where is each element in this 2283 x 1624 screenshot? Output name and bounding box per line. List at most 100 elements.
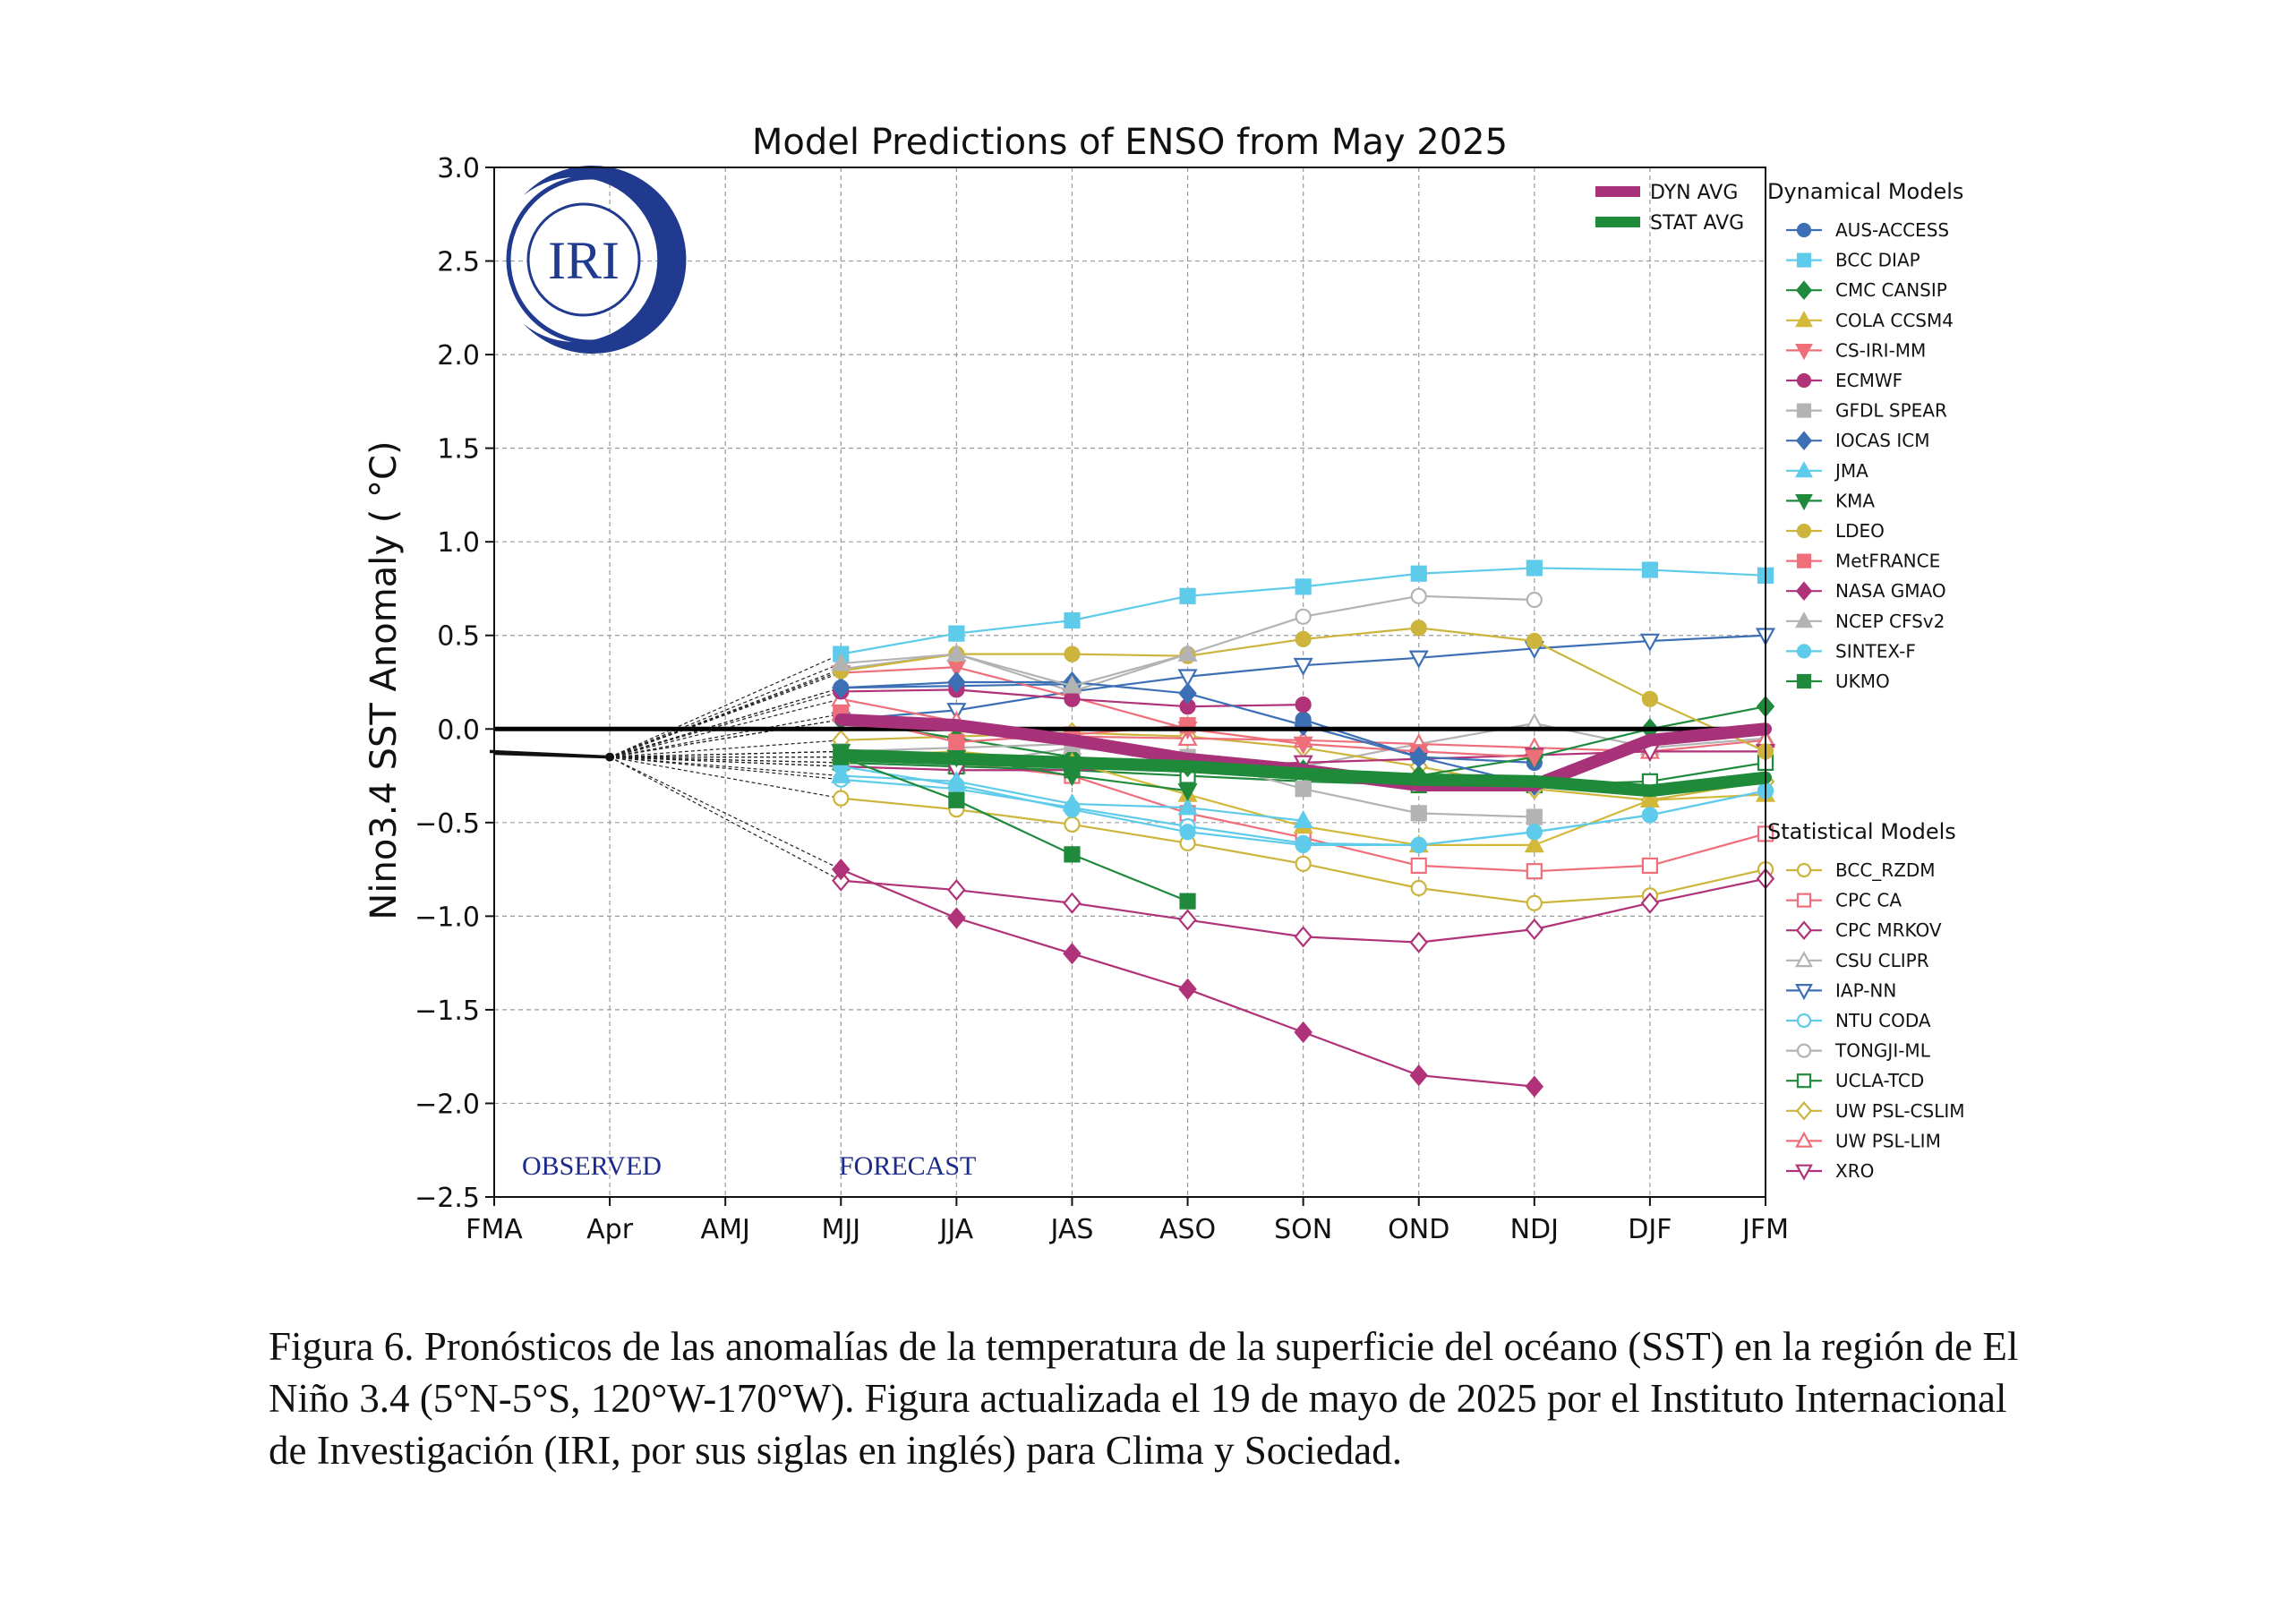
legend-marker-uw-psl-lim [1795, 1131, 1813, 1148]
observed-label: OBSERVED [522, 1151, 662, 1181]
point-cpc-mrkov [1640, 892, 1660, 914]
legend-label-ecmwf: ECMWF [1835, 370, 1902, 391]
x-tick-label: JJA [938, 1214, 974, 1245]
point-gfdl-spear [1295, 781, 1312, 798]
annotations: OBSERVED FORECAST [522, 1151, 976, 1181]
point-gfdl-spear [1526, 808, 1543, 825]
x-tick-label: ASO [1159, 1214, 1216, 1245]
point-ncep-cfsv2 [1177, 643, 1198, 662]
legend-marker-nasa-gmao [1795, 581, 1813, 602]
legend-marker-uw-psl-cslim [1795, 1100, 1813, 1121]
point-nasa-gmao [1063, 943, 1082, 965]
y-tick-label: 0.0 [437, 714, 480, 746]
legend-marker-ecmwf [1796, 372, 1812, 389]
legend-label-uw-psl-cslim: UW PSL-CSLIM [1835, 1100, 1965, 1122]
legend-label-dyn-avg: DYN AVG [1650, 182, 1738, 204]
connector-jma [610, 756, 842, 777]
series-layer [489, 560, 1776, 1098]
legend-label-nasa-gmao: NASA GMAO [1835, 580, 1946, 602]
point-jma [831, 765, 851, 783]
point-iap-nn [1639, 633, 1660, 652]
legend-marker-iap-nn [1795, 983, 1813, 1001]
legend-label-cpc-ca: CPC CA [1835, 890, 1902, 911]
point-ncep-cfsv2 [946, 643, 967, 662]
point-ncep-cfsv2 [1062, 675, 1082, 694]
point-iocas-icm [832, 677, 851, 699]
legend-label-aus-access: AUS-ACCESS [1835, 219, 1949, 241]
point-tongji-ml [1526, 591, 1543, 609]
point-cpc-mrkov [1294, 926, 1313, 948]
y-tick-label: −1.5 [415, 996, 480, 1027]
connector-nasa-gmao [609, 756, 842, 870]
point-sintex-f [1526, 824, 1543, 841]
point-jma [1177, 797, 1198, 816]
legend-label-uw-psl-lim: UW PSL-LIM [1835, 1130, 1941, 1151]
point-kma [1062, 768, 1082, 787]
point-ldeo [1295, 630, 1312, 648]
legend-marker-csu-clipr [1795, 951, 1813, 968]
connector-metfrance [609, 713, 842, 758]
point-kma [1177, 782, 1198, 802]
legend-label-cola-ccsm4: COLA CCSM4 [1835, 310, 1954, 331]
point-sintex-f [1295, 836, 1312, 854]
series-iocas-icm [832, 671, 1544, 797]
point-cola-ccsm4 [1639, 789, 1660, 808]
logo-text: IRI [548, 231, 620, 290]
point-bcc-rzdm [1295, 855, 1312, 872]
legend: DYN AVG STAT AVG Dynamical Models AUS-ACCES… [1595, 179, 1965, 1182]
point-cola-ccsm4 [1524, 834, 1544, 853]
legend-label-ncep-cfsv2: NCEP CFSv2 [1835, 611, 1945, 632]
series-cpc-mrkov [832, 868, 1775, 953]
point-bcc-diap [1295, 578, 1312, 595]
legend-marker-bcc-diap [1796, 252, 1812, 268]
legend-label-jma: JMA [1834, 460, 1868, 482]
y-tick-label: 3.0 [437, 153, 480, 184]
y-tick-label: −1.0 [415, 902, 480, 933]
point-iap-nn [1293, 657, 1313, 677]
point-iap-nn [1408, 650, 1429, 669]
point-sintex-f [1641, 807, 1659, 824]
legend-label-cs-iri-mm: CS-IRI-MM [1835, 339, 1926, 361]
legend-marker-ukmo [1796, 673, 1812, 689]
line-ncep-cfsv2 [840, 653, 1189, 688]
legend-marker-tongji-ml [1796, 1043, 1812, 1058]
connector-ntu-coda [610, 756, 842, 781]
series-stat-avg [834, 748, 1772, 798]
legend-label-metfrance: MetFRANCE [1835, 551, 1940, 572]
point-cpc-ca [1641, 857, 1659, 875]
y-tick-label: 0.5 [437, 621, 480, 653]
point-sintex-f [1064, 801, 1081, 818]
point-bcc-diap [1179, 587, 1196, 604]
point-cpc-mrkov [1409, 931, 1428, 953]
legend-label-gfdl-spear: GFDL SPEAR [1835, 400, 1947, 422]
legend-label-tongji-ml: TONGJI-ML [1834, 1040, 1931, 1062]
y-axis-label: Nino3.4 SST Anomaly ( °C) [363, 440, 405, 919]
series-ldeo [833, 620, 1774, 760]
point-iocas-icm [1178, 682, 1197, 705]
point-ldeo [1526, 632, 1543, 650]
point-tongji-ml [1410, 587, 1427, 604]
point-sintex-f [1410, 836, 1427, 854]
legend-marker-metfrance [1796, 553, 1812, 568]
x-tick-label: MJJ [821, 1214, 860, 1245]
point-bcc-diap [1526, 560, 1543, 577]
legend-marker-sintex-f [1796, 644, 1812, 659]
point-ukmo [948, 791, 965, 808]
observed-point [605, 752, 615, 762]
x-tick-label: OND [1388, 1214, 1449, 1245]
connector-bcc-rzdm [609, 756, 842, 799]
legend-label-iocas-icm: IOCAS ICM [1835, 430, 1929, 451]
forecast-label: FORECAST [839, 1151, 976, 1181]
point-jma [1293, 809, 1313, 829]
legend-label-sintex-f: SINTEX-F [1835, 640, 1916, 662]
x-tick-label: FMA [466, 1214, 523, 1245]
point-ecmwf [1064, 690, 1081, 707]
y-tick-label: 2.0 [437, 340, 480, 372]
point-ldeo [1641, 690, 1659, 707]
line-ukmo [840, 756, 1189, 902]
point-cpc-ca [1526, 863, 1543, 880]
point-ldeo [1410, 620, 1427, 637]
legend-marker-bcc-rzdm [1796, 862, 1812, 878]
point-ncep-cfsv2 [831, 653, 851, 671]
